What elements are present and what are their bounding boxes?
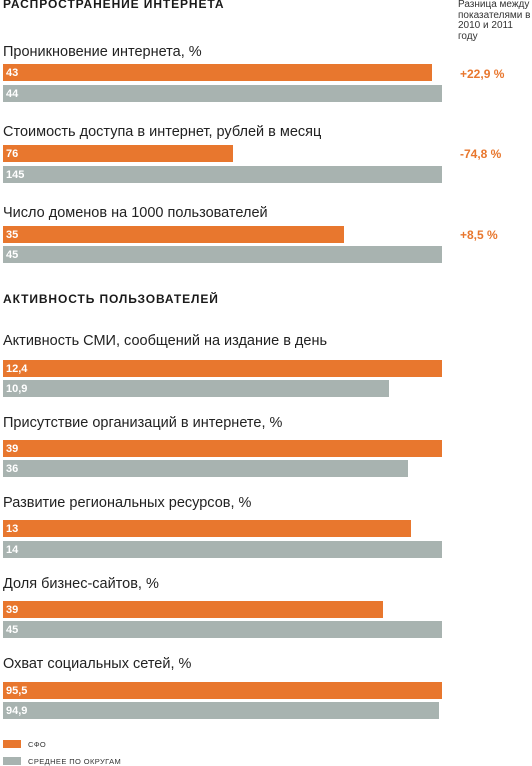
metric-title: Активность СМИ, сообщений на издание в д…	[3, 333, 328, 349]
bar-average: 14	[3, 541, 442, 558]
bar-value-label: 44	[6, 88, 19, 100]
bar-average: 45	[3, 246, 442, 263]
diff-value: +8,5 %	[460, 228, 498, 242]
bar-sfo: 13	[3, 520, 411, 537]
bar-average: 94,9	[3, 702, 439, 719]
metric-title: Стоимость доступа в интернет, рублей в м…	[3, 124, 322, 140]
section-title-activity: Активность пользователей	[3, 292, 219, 306]
bar-average: 145	[3, 166, 442, 183]
bar-sfo: 39	[3, 601, 383, 618]
bar-value-label: 45	[6, 249, 19, 261]
bar-value-label: 76	[6, 148, 19, 160]
bar-value-label: 43	[6, 67, 19, 79]
bar-value-label: 145	[6, 169, 25, 181]
bar-value-label: 45	[6, 624, 19, 636]
metric-title: Доля бизнес-сайтов, %	[3, 576, 159, 592]
bar-value-label: 39	[6, 443, 19, 455]
bar-average: 44	[3, 85, 442, 102]
bar-value-label: 39	[6, 604, 19, 616]
bar-value-label: 14	[6, 544, 19, 556]
bar-value-label: 94,9	[6, 705, 28, 717]
bar-sfo: 39	[3, 440, 442, 457]
bar-average: 36	[3, 460, 408, 477]
metric-title: Присутствие организаций в интернете, %	[3, 415, 283, 431]
metric-title: Развитие региональных ресурсов, %	[3, 495, 252, 511]
bar-value-label: 13	[6, 523, 19, 535]
bar-average: 10,9	[3, 380, 389, 397]
legend-label-average: Среднее по округам	[28, 757, 122, 766]
bar-sfo: 76	[3, 145, 233, 162]
bar-value-label: 36	[6, 463, 19, 475]
bar-sfo: 43	[3, 64, 432, 81]
bar-value-label: 95,5	[6, 685, 28, 697]
diff-value: -74,8 %	[460, 147, 502, 161]
bar-sfo: 35	[3, 226, 344, 243]
bar-average: 45	[3, 621, 442, 638]
bar-sfo: 12,4	[3, 360, 442, 377]
bar-value-label: 12,4	[6, 363, 28, 375]
diff-value: +22,9 %	[460, 67, 505, 81]
legend-swatch-sfo	[3, 740, 21, 748]
legend-swatch-average	[3, 757, 21, 765]
metric-title: Число доменов на 1000 пользователей	[3, 205, 268, 221]
bar-value-label: 35	[6, 229, 19, 241]
metric-title: Проникновение интернета, %	[3, 44, 202, 60]
metric-title: Охват социальных сетей, %	[3, 656, 192, 672]
diff-header: Разница между показателями в 2010 и 2011…	[458, 0, 531, 42]
legend-label-sfo: СФО	[28, 740, 47, 749]
bar-value-label: 10,9	[6, 383, 28, 395]
section-title-internet: Распространение интернета	[3, 0, 225, 11]
bar-sfo: 95,5	[3, 682, 442, 699]
